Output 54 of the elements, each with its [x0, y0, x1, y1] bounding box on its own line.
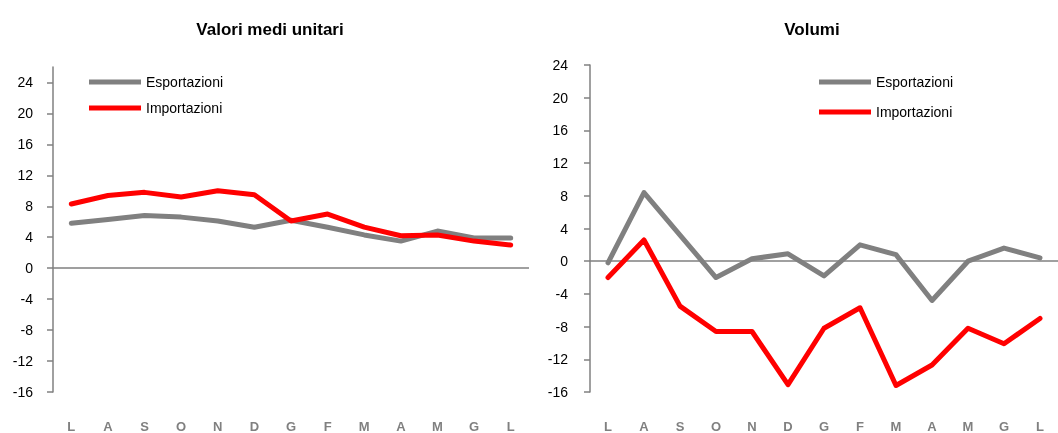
x-tick-label: N [747, 419, 757, 433]
y-tick-label: -12 [12, 353, 34, 370]
y-tick-label: -16 [12, 384, 34, 400]
x-tick-label: O [710, 419, 722, 433]
y-tick-label: -8 [20, 322, 34, 339]
legend-label: Importazioni [146, 100, 223, 116]
x-tick-label: D [249, 419, 260, 433]
y-tick-label: 16 [552, 122, 569, 139]
x-tick-label: F [856, 419, 865, 433]
x-tick-label: G [818, 419, 830, 433]
x-tick-label: A [103, 419, 114, 433]
y-tick-label: -8 [555, 318, 569, 335]
y-tick-label: 12 [17, 167, 34, 184]
y-tick-label: 8 [25, 198, 34, 215]
x-tick-label: L [604, 419, 613, 433]
y-tick-label: 20 [552, 89, 569, 106]
x-tick-label: S [675, 419, 685, 433]
x-tick-label: M [962, 419, 974, 433]
x-tick-label: M [890, 419, 902, 433]
x-tick-label: L [506, 419, 515, 433]
x-tick-label: L [1036, 419, 1045, 433]
x-tick-label: A [927, 419, 938, 433]
y-tick-label: -16 [547, 384, 569, 400]
y-tick-label: 0 [25, 260, 34, 277]
y-tick-label: -4 [555, 285, 569, 302]
x-tick-label: M [358, 419, 370, 433]
y-tick-label: -12 [547, 351, 569, 368]
legend-label: Esportazioni [876, 74, 954, 90]
y-tick-label: 8 [560, 187, 569, 204]
y-tick-label: 24 [17, 74, 34, 91]
x-tick-label: G [285, 419, 297, 433]
legend-label: Importazioni [876, 104, 953, 120]
chart-title: Valori medi unitari [196, 20, 344, 39]
x-tick-label: M [432, 419, 443, 433]
y-tick-label: 12 [552, 155, 569, 172]
x-tick-label: O [176, 419, 187, 433]
x-tick-label: A [639, 419, 650, 433]
y-tick-label: 20 [17, 105, 34, 122]
x-tick-label: D [783, 419, 793, 433]
x-tick-label: A [396, 419, 407, 433]
x-tick-label: N [213, 419, 223, 433]
y-tick-label: 24 [552, 57, 569, 73]
x-tick-label: S [140, 419, 150, 433]
y-tick-label: 16 [17, 136, 34, 153]
legend-label: Esportazioni [146, 74, 224, 90]
x-tick-label: G [998, 419, 1010, 433]
y-tick-label: 0 [560, 253, 569, 270]
chart-title: Volumi [784, 20, 840, 39]
y-tick-label: -4 [20, 291, 34, 308]
x-tick-label: G [469, 419, 480, 433]
x-tick-label: F [323, 419, 332, 433]
y-tick-label: 4 [25, 229, 34, 246]
y-tick-label: 4 [560, 220, 569, 237]
x-tick-label: L [67, 419, 76, 433]
